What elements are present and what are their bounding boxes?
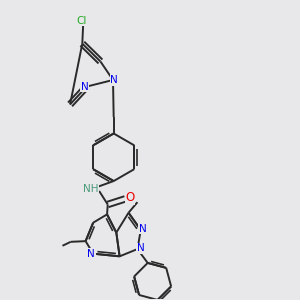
- Text: N: N: [139, 224, 147, 234]
- Text: N: N: [136, 243, 144, 253]
- Text: NH: NH: [83, 184, 99, 194]
- Text: N: N: [110, 75, 118, 85]
- Text: O: O: [126, 191, 135, 204]
- Text: N: N: [81, 82, 88, 92]
- Text: Cl: Cl: [76, 16, 86, 26]
- Text: N: N: [87, 249, 95, 259]
